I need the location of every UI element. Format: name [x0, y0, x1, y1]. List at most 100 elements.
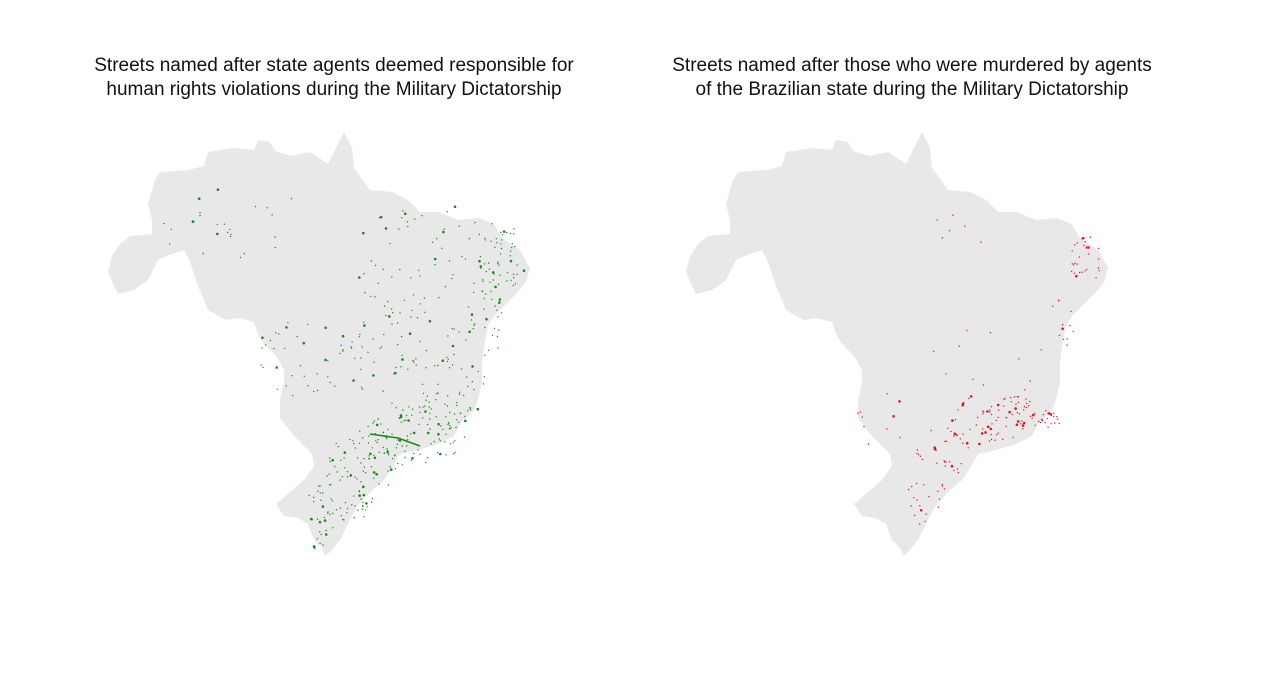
street-point: [425, 461, 427, 464]
street-point: [422, 417, 424, 419]
street-point: [1023, 409, 1025, 411]
street-point: [329, 484, 331, 486]
street-point: [512, 284, 514, 287]
street-point: [994, 439, 996, 441]
street-point: [396, 322, 399, 324]
street-point: [1083, 244, 1085, 247]
street-point: [430, 408, 432, 410]
street-point: [497, 347, 499, 349]
street-point: [501, 239, 503, 241]
street-point: [943, 460, 945, 462]
street-point: [419, 275, 421, 277]
street-point: [239, 256, 242, 259]
street-point: [346, 471, 349, 473]
street-point: [369, 452, 372, 456]
street-point: [413, 452, 415, 455]
street-point: [368, 458, 371, 460]
street-point: [376, 441, 378, 444]
street-point: [302, 341, 306, 345]
street-point: [358, 336, 361, 338]
street-point: [1098, 270, 1100, 272]
street-point: [916, 449, 919, 451]
street-point: [415, 358, 417, 360]
street-point: [322, 492, 324, 494]
street-point: [386, 448, 388, 450]
street-point: [400, 421, 402, 423]
street-point: [399, 414, 403, 417]
street-point: [474, 221, 476, 224]
street-point: [406, 439, 409, 441]
street-point: [996, 403, 1000, 407]
street-point: [962, 433, 964, 435]
street-point: [216, 223, 219, 226]
street-point: [378, 217, 381, 219]
street-point: [1034, 412, 1036, 415]
street-point: [400, 335, 403, 338]
street-point: [318, 520, 322, 524]
street-point: [483, 376, 485, 378]
street-point: [398, 228, 400, 230]
street-point: [359, 430, 361, 432]
street-point: [391, 458, 394, 460]
street-point: [1010, 396, 1012, 399]
street-point: [989, 427, 993, 431]
street-point: [438, 296, 440, 299]
street-point: [1017, 401, 1020, 404]
street-point: [395, 366, 397, 369]
street-point: [447, 421, 450, 424]
street-point: [401, 464, 403, 466]
street-point: [908, 488, 910, 491]
street-point: [418, 406, 421, 408]
street-point: [945, 440, 947, 442]
street-point: [388, 315, 391, 318]
street-point: [382, 390, 384, 392]
street-point: [346, 512, 348, 514]
street-point: [287, 322, 289, 324]
street-point: [273, 347, 275, 350]
street-point: [1008, 410, 1011, 414]
street-point: [321, 505, 325, 508]
street-point: [328, 473, 330, 475]
street-point: [372, 374, 375, 377]
street-point: [472, 327, 474, 330]
street-point: [470, 319, 473, 321]
street-point: [468, 237, 471, 240]
street-point: [329, 513, 331, 515]
street-point: [1086, 268, 1088, 270]
street-point: [980, 432, 984, 435]
street-point: [500, 231, 502, 234]
street-point: [458, 391, 461, 393]
street-point: [1040, 349, 1042, 351]
street-point: [1057, 300, 1060, 302]
street-point: [375, 473, 379, 476]
street-point: [373, 454, 375, 456]
street-point: [1021, 424, 1025, 427]
street-point: [313, 390, 315, 392]
street-point: [340, 514, 343, 517]
street-point: [496, 309, 498, 311]
street-point: [954, 419, 957, 421]
street-point: [319, 542, 321, 545]
street-point: [170, 228, 172, 230]
street-point: [401, 358, 404, 361]
street-point: [997, 409, 1000, 411]
street-point: [361, 388, 364, 390]
street-point: [391, 402, 393, 404]
street-point: [1012, 436, 1014, 439]
street-point: [498, 301, 501, 304]
street-point: [447, 358, 449, 360]
street-point: [316, 373, 318, 375]
street-point: [353, 495, 355, 497]
street-point: [371, 497, 374, 500]
street-point: [1020, 423, 1022, 425]
street-point: [400, 366, 402, 368]
street-point: [461, 255, 463, 258]
street-point: [191, 220, 195, 223]
street-point: [197, 197, 201, 200]
street-point: [332, 527, 334, 529]
street-point: [1025, 402, 1028, 405]
street-point: [1076, 263, 1078, 265]
street-point: [443, 228, 445, 230]
street-point: [1014, 407, 1017, 410]
street-point: [1070, 310, 1072, 312]
